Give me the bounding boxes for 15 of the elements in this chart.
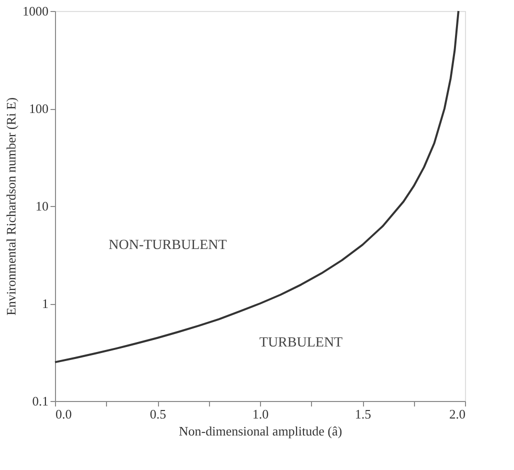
line-series: [54, 10, 460, 364]
x-axis-title: Non-dimensional amplitude (â): [178, 424, 342, 438]
x-tick-label: 2.0: [449, 406, 466, 422]
y-tick-label: 10: [36, 198, 48, 214]
y-tick-label: 1: [42, 296, 48, 311]
x-tick-label: 1.0: [252, 406, 269, 422]
x-tick-label: 0.0: [56, 406, 72, 422]
y-tick-label: 100: [29, 101, 48, 116]
annotation: TURBULENT: [259, 336, 344, 350]
annotation: NON-TURBULENT: [108, 238, 228, 253]
y-tick-label: 0.1: [32, 394, 48, 408]
x-tick-label: 1.5: [354, 406, 372, 422]
y-axis-title: Environmental Richardson number (Ri E): [4, 97, 18, 316]
x-tick-label: 0.5: [150, 406, 166, 422]
y-tick-label: 1000: [22, 4, 48, 18]
